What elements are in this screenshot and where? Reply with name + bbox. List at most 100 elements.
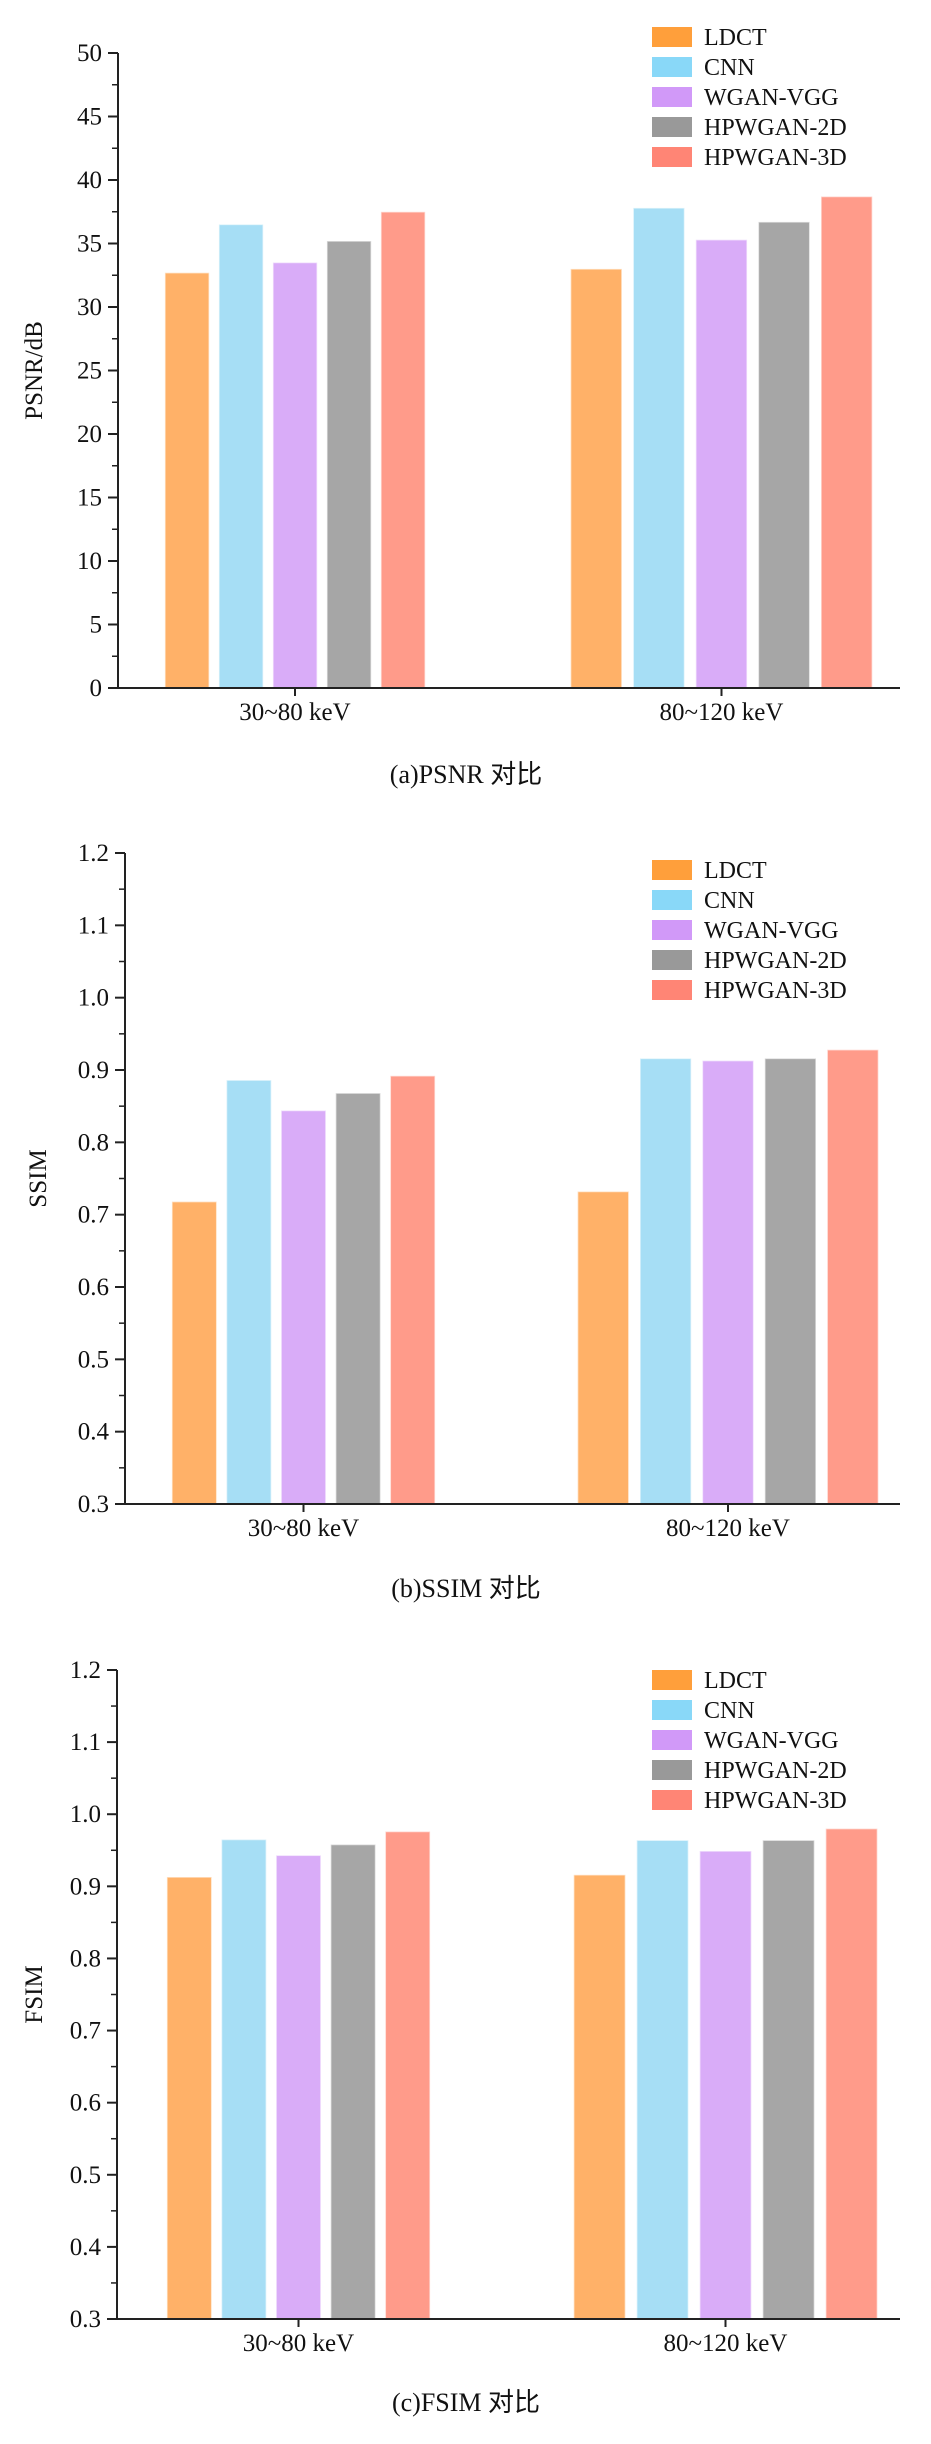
y-tick-label: 1.2 <box>78 840 109 867</box>
legend-swatch-ldct <box>652 1670 692 1690</box>
y-tick-label: 0.4 <box>70 2234 102 2261</box>
y-tick-label: 0.8 <box>70 1945 101 1972</box>
y-tick-label: 20 <box>77 421 102 448</box>
bar-hpwgan-2d-80-120-kev <box>764 1057 817 1505</box>
y-tick-label: 0.6 <box>78 1274 109 1301</box>
figure-caption: (b)SSIM 对比 <box>391 1574 541 1603</box>
y-tick-label: 1.0 <box>78 985 109 1012</box>
y-axis-label: PSNR/dB <box>21 321 48 420</box>
y-tick-label: 45 <box>77 104 102 131</box>
y-tick-label: 0.8 <box>78 1129 109 1156</box>
x-tick-label: 80~120 keV <box>660 699 784 726</box>
legend-swatch-cnn <box>652 57 692 77</box>
chart-2: 30~80 keV 80~120 keV 0.3 0.4 0.5 0.6 0.7 0.8 0.9… <box>25 840 900 1603</box>
y-tick-label: 1.0 <box>70 1801 101 1828</box>
y-tick-label: 0.5 <box>78 1346 109 1373</box>
legend-label-cnn: CNN <box>704 55 755 81</box>
legend-swatch-hpwgan-3d <box>652 1790 692 1810</box>
y-tick-label: 0.3 <box>78 1491 109 1518</box>
bar-ldct-30-80-kev <box>164 271 210 689</box>
y-tick-label: 25 <box>77 358 102 385</box>
bar-hpwgan-2d-30-80-kev <box>334 1092 382 1505</box>
legend-label-hpwgan-3d: HPWGAN-3D <box>704 1788 847 1814</box>
bar-hpwgan-2d-30-80-kev <box>326 240 372 689</box>
legend-label-ldct: LDCT <box>704 25 767 51</box>
y-tick-label: 0.5 <box>70 2162 101 2189</box>
bar-hpwgan-3d-80-120-kev <box>820 195 874 689</box>
y-tick-label: 10 <box>77 548 102 575</box>
y-tick-label: 0.4 <box>78 1419 110 1446</box>
x-tick-label: 80~120 keV <box>666 1515 790 1542</box>
y-tick-label: 1.1 <box>78 912 109 939</box>
legend-swatch-ldct <box>652 860 692 880</box>
legend-swatch-cnn <box>652 1700 692 1720</box>
bar-cnn-30-80-kev <box>220 1838 268 2320</box>
x-tick-label: 80~120 keV <box>664 2330 788 2357</box>
y-tick-label: 0.9 <box>78 1057 109 1084</box>
legend-label-wgan-vgg: WGAN-VGG <box>704 85 839 111</box>
legend-swatch-wgan-vgg <box>652 920 692 940</box>
legend-swatch-hpwgan-2d <box>652 117 692 137</box>
y-tick-label: 1.1 <box>70 1729 101 1756</box>
legend-label-ldct: LDCT <box>704 858 767 884</box>
y-tick-label: 0.3 <box>70 2306 101 2333</box>
y-tick-label: 15 <box>77 485 102 512</box>
bar-wgan-vgg-80-120-kev <box>701 1059 755 1505</box>
y-tick-label: 0.6 <box>70 2090 101 2117</box>
legend-swatch-cnn <box>652 890 692 910</box>
legend-label-ldct: LDCT <box>704 1668 767 1694</box>
legend-label-hpwgan-2d: HPWGAN-2D <box>704 1758 847 1784</box>
x-tick-label: 30~80 keV <box>243 2330 354 2357</box>
legend-label-hpwgan-2d: HPWGAN-2D <box>704 948 847 974</box>
legend-label-cnn: CNN <box>704 888 755 914</box>
x-tick-label: 30~80 keV <box>239 699 350 726</box>
y-tick-label: 50 <box>77 40 102 67</box>
legend-label-hpwgan-3d: HPWGAN-3D <box>704 978 847 1004</box>
bar-cnn-80-120-kev <box>639 1057 692 1505</box>
bar-cnn-30-80-kev <box>218 223 264 689</box>
bar-wgan-vgg-30-80-kev <box>280 1109 327 1505</box>
legend-swatch-hpwgan-3d <box>652 147 692 167</box>
y-tick-label: 0.7 <box>70 2018 101 2045</box>
bar-hpwgan-3d-30-80-kev <box>389 1075 436 1505</box>
bar-hpwgan-2d-80-120-kev <box>761 1839 816 2320</box>
bar-cnn-80-120-kev <box>635 1839 690 2320</box>
legend-label-wgan-vgg: WGAN-VGG <box>704 1728 839 1754</box>
bar-wgan-vgg-80-120-kev <box>698 1850 753 2320</box>
y-tick-label: 1.2 <box>70 1657 101 1684</box>
y-tick-label: 0.9 <box>70 1873 101 1900</box>
figure-caption: (c)FSIM 对比 <box>392 2388 540 2417</box>
bar-ldct-30-80-kev <box>171 1200 218 1505</box>
legend-swatch-wgan-vgg <box>652 1730 692 1750</box>
bar-hpwgan-3d-30-80-kev <box>384 1830 431 2320</box>
figure-caption: (a)PSNR 对比 <box>390 760 542 789</box>
legend-swatch-hpwgan-2d <box>652 950 692 970</box>
y-axis-label: FSIM <box>21 1965 48 2023</box>
bar-ldct-80-120-kev <box>576 1190 630 1505</box>
legend-swatch-ldct <box>652 27 692 47</box>
legend-swatch-hpwgan-3d <box>652 980 692 1000</box>
bar-cnn-30-80-kev <box>225 1079 273 1505</box>
x-tick-label: 30~80 keV <box>248 1515 359 1542</box>
legend-swatch-hpwgan-2d <box>652 1760 692 1780</box>
chart-1: 30~80 keV 80~120 keV 0 5 10 15 20 25 30 35 40 45 50 P… <box>21 25 900 789</box>
bar-wgan-vgg-30-80-kev <box>272 261 318 689</box>
y-tick-label: 30 <box>77 294 102 321</box>
legend-label-hpwgan-2d: HPWGAN-2D <box>704 115 847 141</box>
legend-swatch-wgan-vgg <box>652 87 692 107</box>
bar-cnn-80-120-kev <box>632 207 686 689</box>
bar-hpwgan-3d-80-120-kev <box>826 1048 880 1505</box>
chart-3: 30~80 keV 80~120 keV 0.3 0.4 0.5 0.6 0.7 0.8 0.9… <box>21 1657 900 2417</box>
bar-hpwgan-3d-30-80-kev <box>380 211 426 689</box>
bar-hpwgan-2d-30-80-kev <box>329 1843 377 2320</box>
bar-hpwgan-3d-80-120-kev <box>824 1827 879 2320</box>
bar-wgan-vgg-30-80-kev <box>275 1854 322 2320</box>
bar-ldct-30-80-kev <box>166 1876 213 2320</box>
y-axis-label: SSIM <box>25 1149 52 1207</box>
legend-label-hpwgan-3d: HPWGAN-3D <box>704 145 847 171</box>
y-tick-label: 35 <box>77 231 102 258</box>
y-tick-label: 0.7 <box>78 1202 109 1229</box>
bar-ldct-80-120-kev <box>569 268 623 689</box>
